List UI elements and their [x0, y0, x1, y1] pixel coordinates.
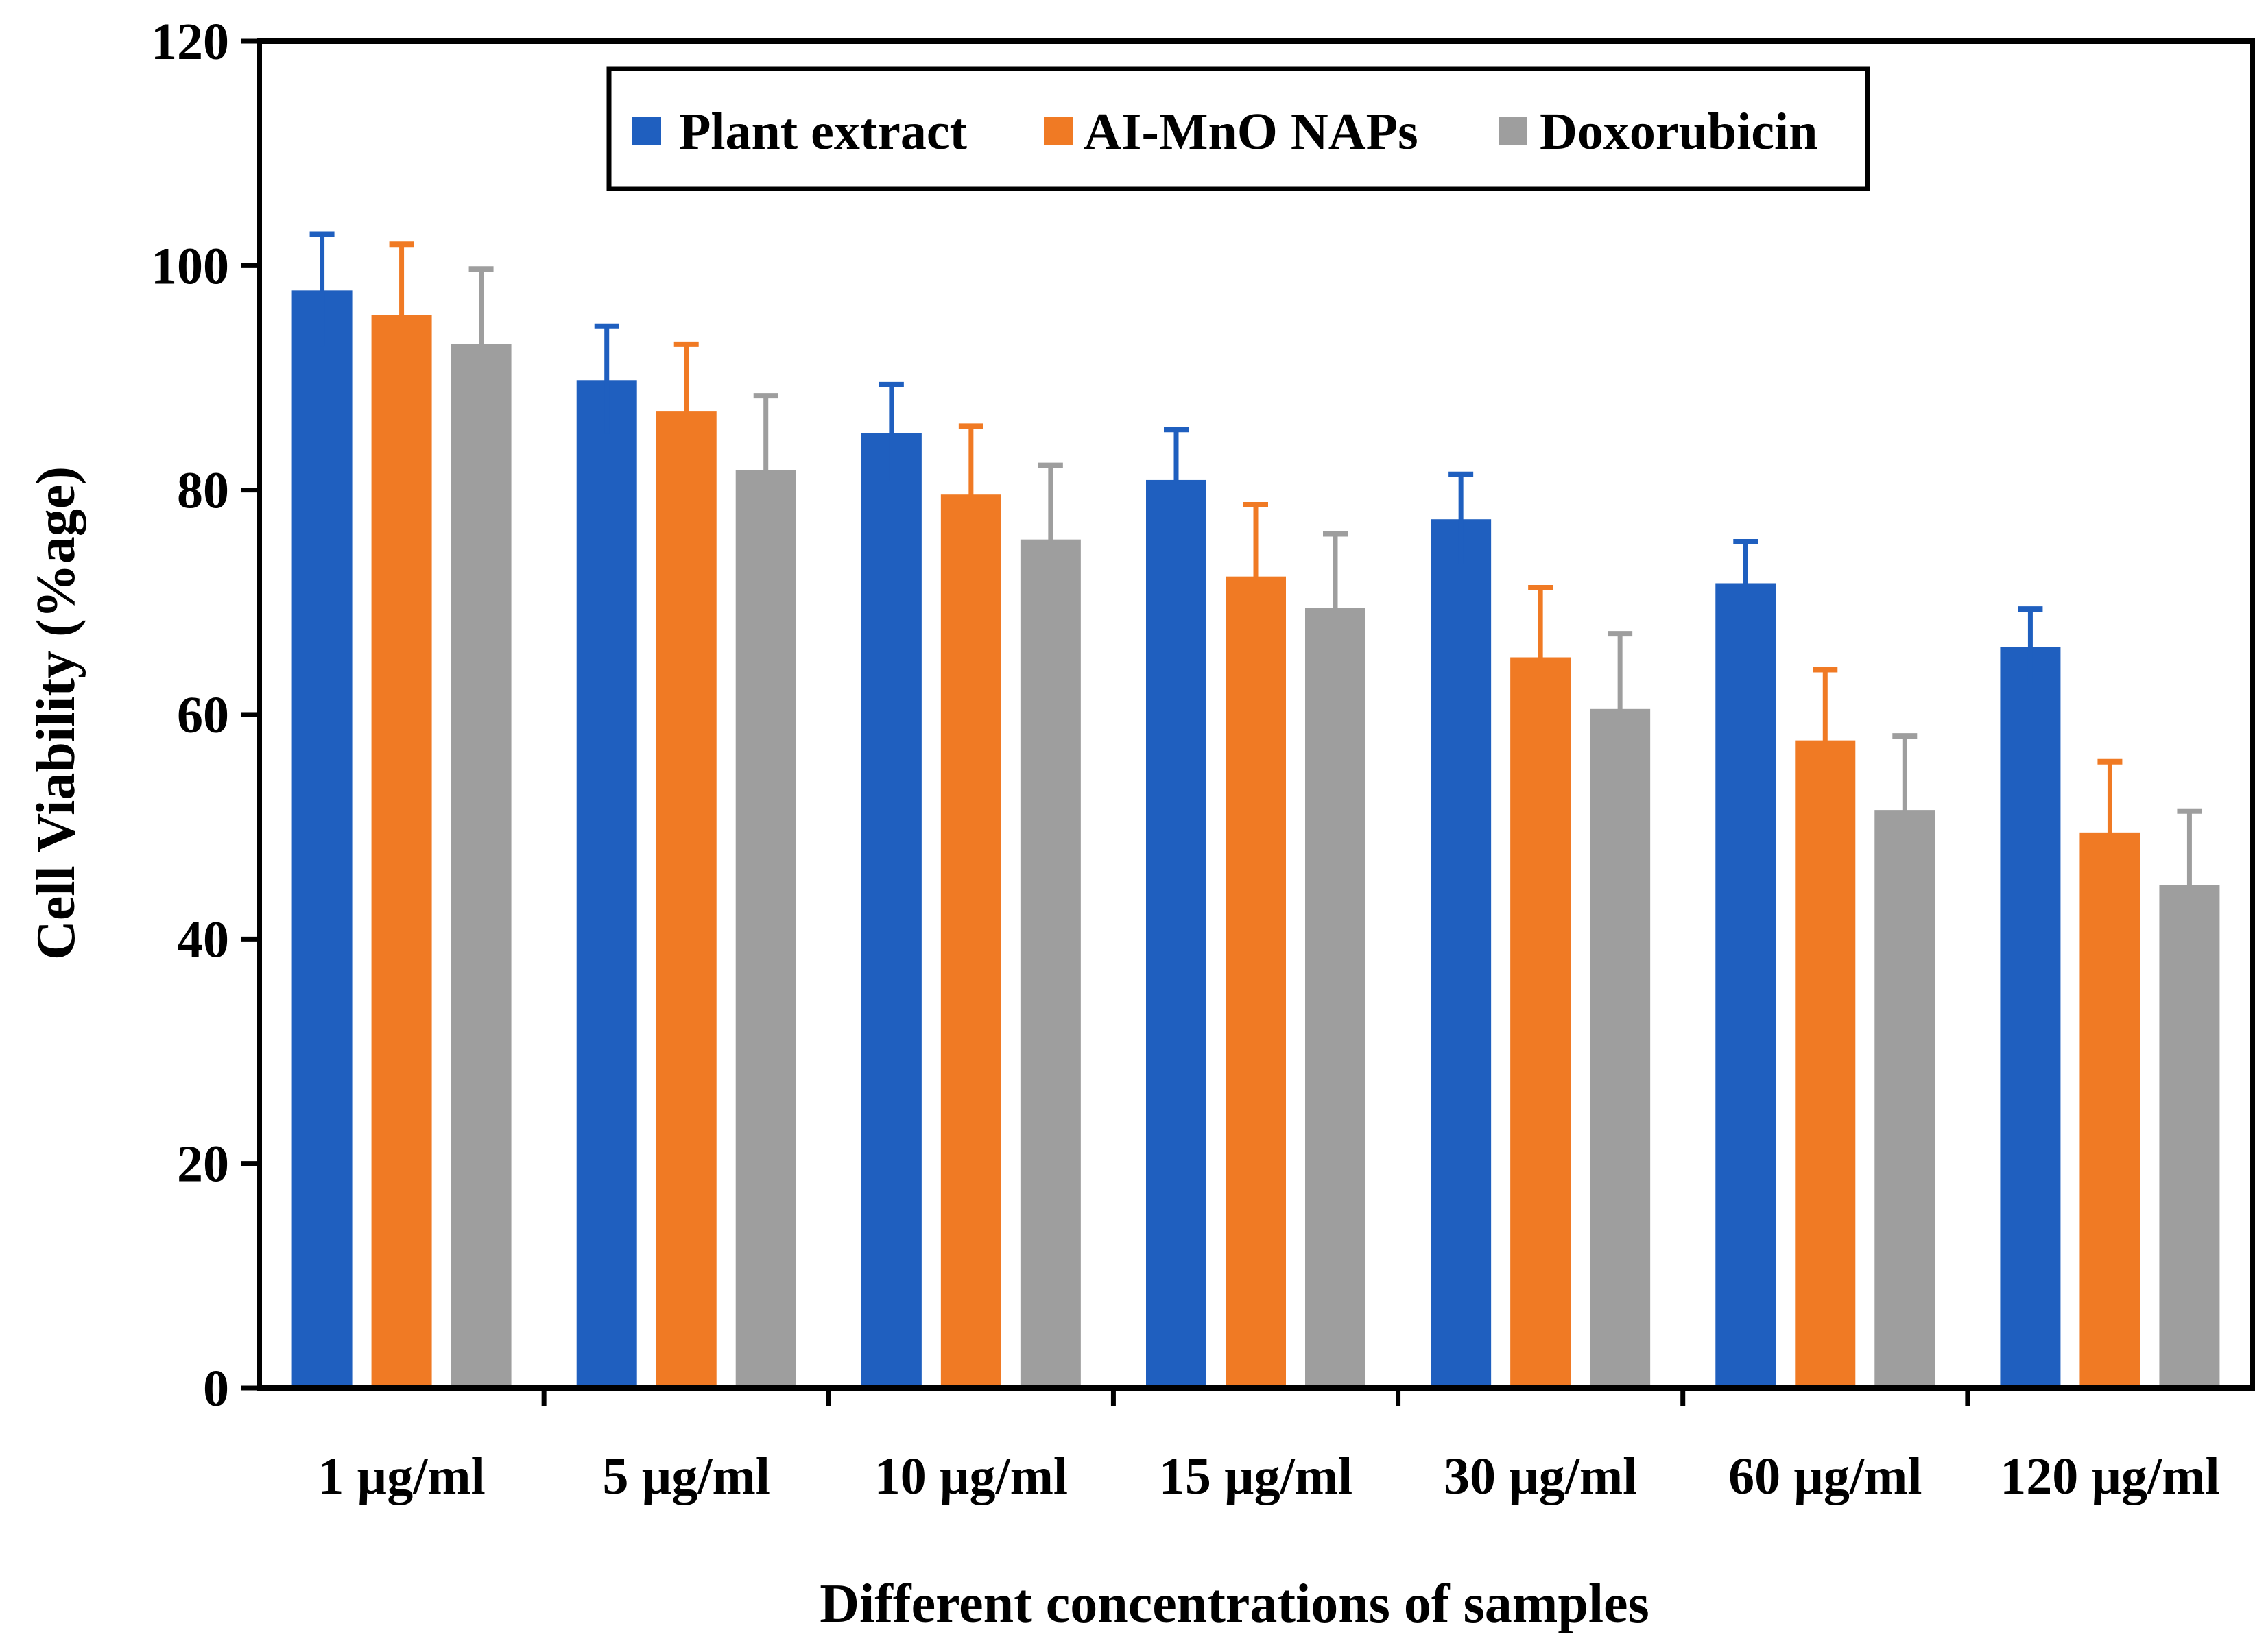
legend-label-doxorubicin: Doxorubicin [1540, 103, 1817, 160]
x-tick-label: 30 µg/ml [1444, 1448, 1637, 1505]
axis-layer: 1 µg/ml 5 µg/ml 10 µg/ml 15 µg/ml 30 µg/ml 60… [151, 13, 2220, 1505]
x-tick-label: 10 µg/ml [874, 1448, 1068, 1505]
legend-label-ai-mno-naps: AI-MnO NAPs [1084, 103, 1418, 160]
legend-swatch-doxorubicin [1499, 117, 1527, 145]
x-tick-label: 120 µg/ml [2000, 1448, 2219, 1505]
x-tick-label: 5 µg/ml [603, 1448, 770, 1505]
bar [656, 411, 717, 1388]
x-axis-title: Different concentrations of samples [820, 1574, 1649, 1634]
bar [1431, 519, 1492, 1388]
y-tick-label: 0 [203, 1360, 229, 1417]
x-tick-label: 15 µg/ml [1159, 1448, 1352, 1505]
bar [2000, 647, 2061, 1388]
bar [861, 433, 922, 1388]
y-tick-label: 20 [177, 1136, 229, 1193]
x-tick-label: 60 µg/ml [1728, 1448, 1922, 1505]
bar [291, 290, 353, 1389]
y-tick-label: 100 [151, 237, 229, 295]
y-tick-label: 40 [177, 911, 229, 968]
bar [576, 380, 637, 1388]
bar [1226, 576, 1286, 1389]
bar [1795, 740, 1856, 1388]
bar [1305, 608, 1365, 1389]
error-bars-layer [309, 231, 2202, 959]
y-tick-label: 120 [151, 13, 229, 71]
y-axis-title: Cell Viability (%age) [26, 466, 86, 960]
bar [2079, 832, 2140, 1388]
bar [940, 494, 1001, 1388]
bar [1590, 708, 1651, 1388]
bar [451, 344, 512, 1388]
legend-box [606, 66, 1870, 191]
bar [1146, 479, 1206, 1388]
bar [371, 315, 432, 1388]
bar [1020, 539, 1081, 1389]
bar [1874, 810, 1935, 1388]
bar [1715, 583, 1776, 1388]
legend: Plant extract AI-MnO NAPs Doxorubicin [606, 66, 1870, 191]
bars-layer [291, 290, 2220, 1389]
bar [1510, 657, 1571, 1388]
legend-swatch-plant-extract [632, 117, 661, 145]
bar [2159, 885, 2220, 1388]
y-tick-label: 80 [177, 462, 229, 520]
x-tick-label: 1 µg/ml [318, 1448, 485, 1505]
y-tick-label: 60 [177, 686, 229, 744]
legend-label-plant-extract: Plant extract [679, 103, 967, 160]
legend-swatch-ai-mno-naps [1044, 117, 1073, 145]
bar [735, 470, 796, 1388]
